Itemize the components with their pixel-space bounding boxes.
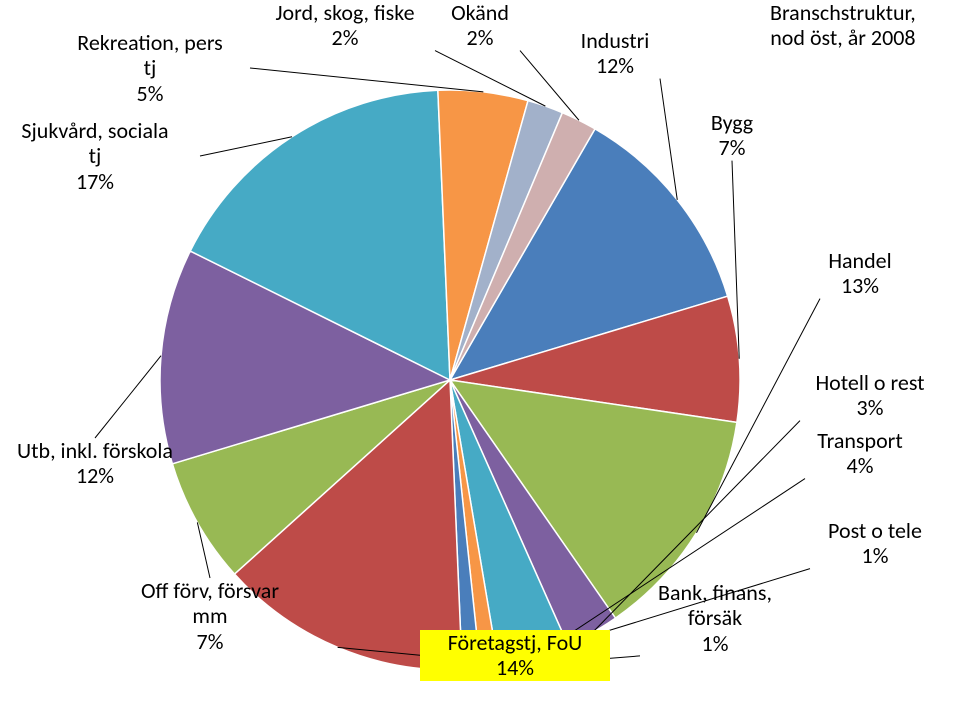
label-rekreation-line2: tj (144, 54, 157, 81)
label-hotell-line2: 3% (857, 394, 884, 421)
title-line1: Branschstruktur, (770, 0, 916, 26)
label-sjukvard-line2: tj (89, 142, 102, 169)
leader-rekreation (250, 68, 483, 92)
label-hotell: Hotell o rest3% (800, 370, 940, 421)
label-transport-line1: Transport (817, 427, 902, 454)
label-bygg: Bygg7% (702, 110, 762, 161)
label-handel-line1: Handel (828, 247, 891, 274)
label-jord: Jord, skog, fiske2% (255, 0, 435, 51)
label-industri-line2: 12% (596, 52, 634, 79)
label-bygg-line1: Bygg (711, 109, 753, 136)
pie-chart: Branschstruktur, nod öst, år 2008 Indust… (0, 0, 960, 704)
label-off_forv-line2: mm (192, 602, 227, 629)
label-off_forv: Off förv, försvarmm7% (110, 578, 310, 654)
label-bank-line1: Bank, finans, (658, 579, 772, 606)
label-rekreation-line1: Rekreation, pers (77, 29, 222, 56)
label-rekreation-line3: 5% (137, 80, 164, 107)
label-off_forv-line3: 7% (197, 628, 224, 655)
label-okand: Okänd2% (440, 0, 520, 51)
label-post_tele: Post o tele1% (810, 518, 940, 569)
chart-title: Branschstruktur, nod öst, år 2008 (770, 0, 916, 51)
label-bank: Bank, finans,försäk1% (640, 580, 790, 656)
label-transport-line2: 4% (847, 452, 874, 479)
label-jord-line2: 2% (332, 24, 359, 51)
label-foretagstj-line1: Företagstj, FoU (448, 629, 583, 656)
label-utb-line1: Utb, inkl. förskola (17, 437, 173, 464)
label-handel: Handel13% (820, 248, 900, 299)
label-industri: Industri12% (570, 28, 660, 79)
label-handel-line2: 13% (841, 272, 879, 299)
label-utb: Utb, inkl. förskola12% (0, 438, 200, 489)
label-jord-line1: Jord, skog, fiske (275, 0, 414, 26)
label-off_forv-line1: Off förv, försvar (141, 577, 279, 604)
label-sjukvard-line3: 17% (76, 168, 114, 195)
label-okand-line1: Okänd (451, 0, 509, 26)
label-bank-line2: försäk (688, 604, 742, 631)
leader-utb (95, 356, 161, 438)
label-transport: Transport4% (805, 428, 915, 479)
label-okand-line2: 2% (467, 24, 494, 51)
label-sjukvard-line1: Sjukvård, sociala (21, 117, 168, 144)
label-post_tele-line1: Post o tele (828, 517, 922, 544)
label-hotell-line1: Hotell o rest (815, 369, 924, 396)
label-bank-line3: 1% (702, 630, 729, 657)
label-utb-line2: 12% (76, 462, 114, 489)
label-industri-line1: Industri (581, 27, 650, 54)
label-rekreation: Rekreation, perstj5% (50, 30, 250, 106)
label-foretagstj: Företagstj, FoU14% (420, 630, 610, 681)
label-post_tele-line2: 1% (862, 542, 889, 569)
label-bygg-line2: 7% (719, 134, 746, 161)
title-line2: nod öst, år 2008 (770, 24, 915, 51)
label-sjukvard: Sjukvård, socialatj17% (0, 118, 200, 194)
label-foretagstj-line2: 14% (496, 654, 534, 681)
